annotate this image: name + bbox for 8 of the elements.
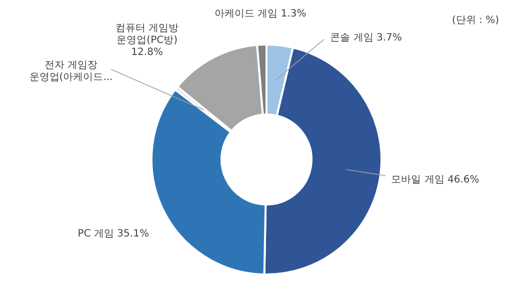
slice-label: 컴퓨터 게임방 운영업(PC방): [115, 22, 179, 46]
text: (단위 : %): [452, 15, 500, 26]
slice-label: PC 게임 35.1%: [78, 228, 149, 240]
slice-label: 모바일 게임 46.6%: [391, 174, 480, 186]
slice-label: 아케이드 게임 1.3%: [214, 8, 306, 20]
data-label: 12.8%: [131, 46, 163, 58]
slice-label: 콘솔 게임 3.7%: [330, 32, 402, 44]
slice-label: 전자 게임장 운영업(아케이드...: [29, 60, 113, 84]
